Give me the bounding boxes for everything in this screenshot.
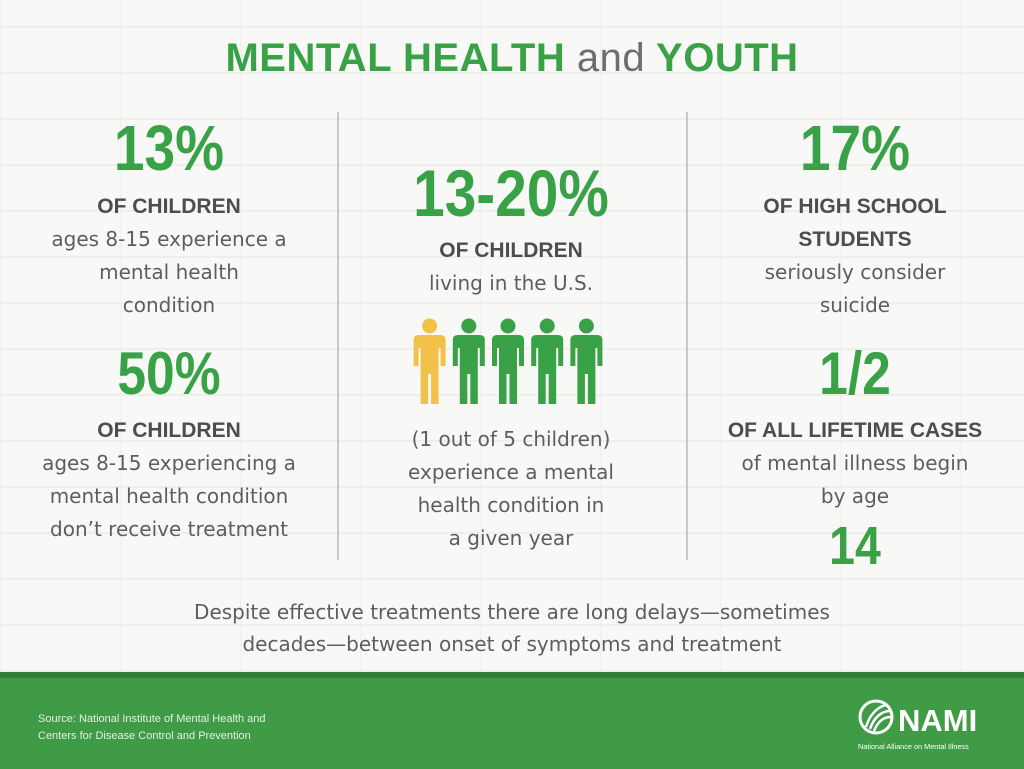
- page-title: MENTAL HEALTH and YOUTH: [0, 36, 1024, 81]
- stat-line: (1 out of 5 children): [411, 427, 611, 451]
- stat-heading: OF HIGH SCHOOL: [763, 195, 947, 218]
- person-icon: [413, 318, 446, 404]
- delay-statement: Despite effective treatments there are l…: [0, 596, 1024, 660]
- stat-heading: STUDENTS: [798, 228, 912, 251]
- stat-line: condition: [122, 293, 216, 317]
- stat-line: suicide: [819, 293, 891, 317]
- stat-value: 13%: [113, 112, 225, 184]
- nami-logo: NAMI National Alliance on Mental Illness: [858, 699, 977, 751]
- stat-value: 1/2: [819, 340, 891, 407]
- stat-value: 17%: [799, 112, 911, 184]
- stat-value: 13-20%: [413, 156, 609, 230]
- stat-line: ages 8-15 experience a: [51, 227, 287, 251]
- person-icon: [452, 318, 485, 404]
- column-divider-right: [686, 112, 688, 560]
- stat-line: of mental illness begin: [741, 451, 969, 475]
- stat-line: seriously consider: [764, 260, 946, 284]
- logo-wordmark: NAMI: [898, 703, 977, 738]
- source-line: Centers for Disease Control and Preventi…: [38, 730, 251, 742]
- person-icon: [531, 318, 564, 404]
- stat-line: mental health condition: [49, 484, 289, 508]
- footer-band: [0, 672, 1024, 769]
- source-citation: Source: National Institute of Mental Hea…: [38, 711, 265, 745]
- column-divider-left: [337, 112, 339, 560]
- stat-heading: OF CHILDREN: [97, 419, 241, 442]
- people-icon-group: [413, 318, 603, 404]
- title-part-3: YOUTH: [656, 36, 799, 80]
- logo-tagline: National Alliance on Mental Illness: [858, 742, 969, 751]
- stat-line: mental health: [99, 260, 239, 284]
- nami-leaf-icon: [858, 699, 894, 735]
- stat-line: by age: [820, 484, 890, 508]
- stat-13-percent: 13% OF CHILDREN ages 8-15 experience a m…: [14, 116, 324, 322]
- stat-line: health condition in: [417, 493, 605, 517]
- stat-one-half: 1/2 OF ALL LIFETIME CASES of mental illn…: [700, 340, 1010, 576]
- title-part-2: and: [576, 36, 646, 80]
- stat-13-20-percent: 13-20% OF CHILDREN living in the U.S.: [352, 160, 670, 300]
- person-icon: [492, 318, 524, 404]
- stat-line: experience a mental: [408, 460, 614, 484]
- stat-ratio: (1 out of 5 children) experience a menta…: [352, 423, 670, 555]
- stat-line: ages 8-15 experiencing a: [42, 451, 296, 475]
- stat-50-percent: 50% OF CHILDREN ages 8-15 experiencing a…: [14, 344, 324, 546]
- person-icon: [570, 318, 603, 404]
- stat-17-percent: 17% OF HIGH SCHOOL STUDENTS seriously co…: [700, 116, 1010, 322]
- title-part-1: MENTAL HEALTH: [225, 36, 566, 80]
- stat-age-value: 14: [829, 516, 881, 576]
- stat-line: don’t receive treatment: [50, 517, 288, 541]
- stat-value: 50%: [117, 340, 221, 407]
- statement-line: Despite effective treatments there are l…: [194, 600, 830, 624]
- stat-line: a given year: [448, 526, 574, 550]
- source-line: Source: National Institute of Mental Hea…: [38, 713, 266, 725]
- stat-heading: OF CHILDREN: [97, 195, 241, 218]
- statement-line: decades—between onset of symptoms and tr…: [242, 632, 782, 656]
- stat-line: living in the U.S.: [428, 271, 594, 295]
- footer-band-edge: [0, 672, 1024, 678]
- stat-heading: OF CHILDREN: [439, 239, 583, 262]
- stat-heading: OF ALL LIFETIME CASES: [727, 419, 983, 442]
